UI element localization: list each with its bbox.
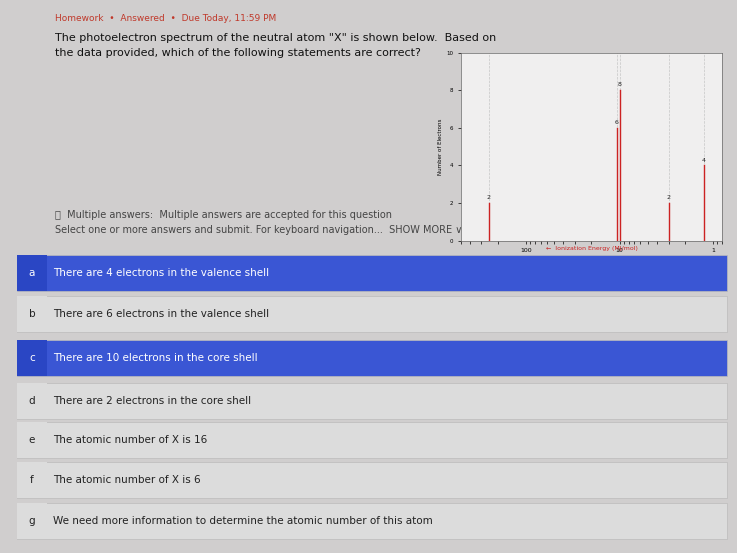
Text: a: a <box>29 268 35 278</box>
Text: There are 2 electrons in the core shell: There are 2 electrons in the core shell <box>53 396 251 406</box>
Text: Select one or more answers and submit. For keyboard navigation...  SHOW MORE ∨: Select one or more answers and submit. F… <box>55 225 463 234</box>
Text: g: g <box>29 516 35 526</box>
Text: The photoelectron spectrum of the neutral atom "X" is shown below.  Based on
the: The photoelectron spectrum of the neutra… <box>55 33 497 58</box>
Text: c: c <box>29 353 35 363</box>
Text: The atomic number of X is 16: The atomic number of X is 16 <box>53 435 207 445</box>
Text: 2: 2 <box>487 195 491 200</box>
Text: There are 6 electrons in the valence shell: There are 6 electrons in the valence she… <box>53 309 269 319</box>
Text: 2: 2 <box>666 195 671 200</box>
Text: The atomic number of X is 6: The atomic number of X is 6 <box>53 475 200 485</box>
Text: b: b <box>29 309 35 319</box>
Text: 6: 6 <box>615 120 619 125</box>
Text: There are 10 electrons in the core shell: There are 10 electrons in the core shell <box>53 353 257 363</box>
Text: 4: 4 <box>702 158 706 163</box>
Text: e: e <box>29 435 35 445</box>
Text: d: d <box>29 396 35 406</box>
Text: 8: 8 <box>618 82 621 87</box>
Text: Homework  •  Answered  •  Due Today, 11:59 PM: Homework • Answered • Due Today, 11:59 P… <box>55 14 276 23</box>
Text: ⓘ  Multiple answers:  Multiple answers are accepted for this question: ⓘ Multiple answers: Multiple answers are… <box>55 210 392 220</box>
Text: ←  Ionization Energy (MJ/mol): ← Ionization Energy (MJ/mol) <box>545 246 638 251</box>
Y-axis label: Number of Electrons: Number of Electrons <box>439 118 443 175</box>
Text: We need more information to determine the atomic number of this atom: We need more information to determine th… <box>53 516 433 526</box>
Text: f: f <box>30 475 34 485</box>
Text: There are 4 electrons in the valence shell: There are 4 electrons in the valence she… <box>53 268 269 278</box>
